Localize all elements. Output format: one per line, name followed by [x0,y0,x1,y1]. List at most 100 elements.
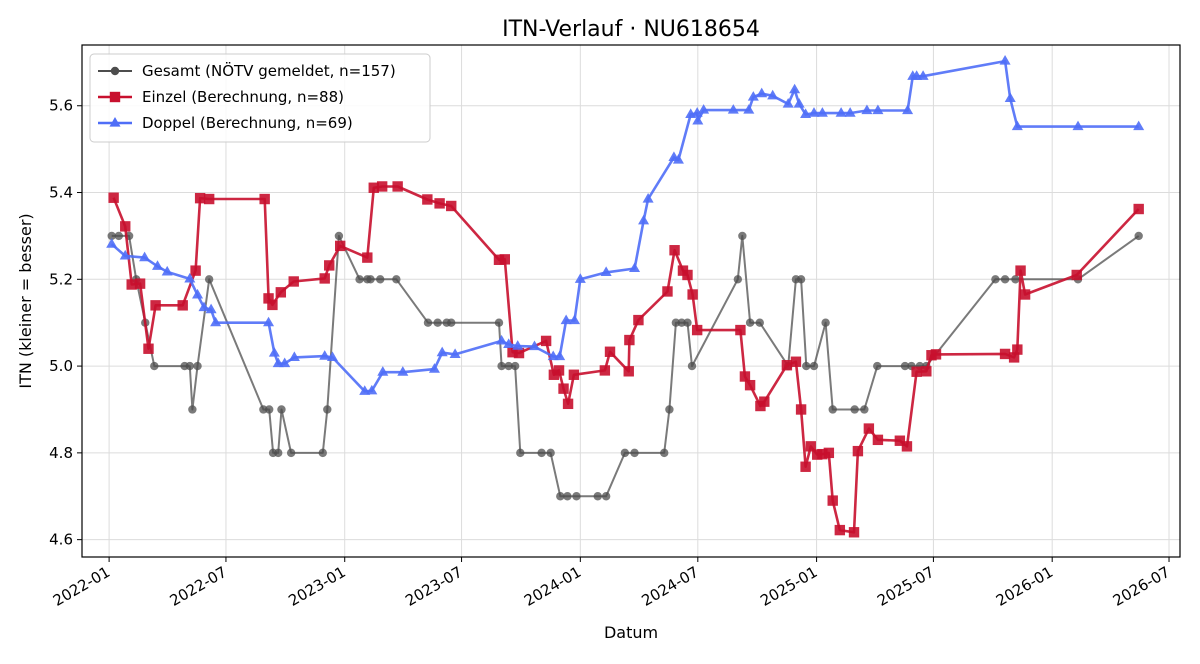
data-point [745,318,755,327]
data-point [275,287,287,298]
data-point [665,405,674,414]
data-point [691,324,703,336]
y-tick-label: 5.2 [49,270,73,288]
data-point [512,340,524,350]
data-point [288,351,300,362]
data-point [319,350,331,360]
y-tick-label: 5.4 [49,184,73,202]
x-tick-label: 2025-01 [757,563,820,610]
data-point [107,231,116,241]
x-axis-label: Datum [604,623,658,642]
chart-title: ITN-Verlauf · NU618654 [502,17,760,42]
data-point [334,231,344,241]
data-point [1000,275,1010,284]
legend-item: Doppel (Berechnung, n=69) [98,114,353,132]
data-point [279,357,291,368]
data-point [743,104,755,114]
data-point [677,318,686,327]
data-point [781,360,793,371]
data-point [662,286,673,297]
data-point [494,318,504,327]
data-point [835,107,847,117]
data-point [823,447,835,459]
data-point [185,361,194,371]
series-1 [108,181,1144,538]
data-point [816,107,828,117]
data-point [782,98,794,108]
data-point [193,361,202,371]
data-point [392,181,403,192]
data-point [821,318,830,327]
data-point [733,275,743,284]
data-point [335,240,346,252]
data-point [921,366,932,377]
data-point [150,300,161,311]
data-point [604,346,616,357]
x-tick-label: 2023-01 [285,563,348,610]
data-point [192,288,204,299]
data-point [568,369,580,380]
data-point [263,316,275,327]
x-axis: 2022-01 2022-07 2023-01 2023-07 2024-01 2024-… [50,557,1173,610]
data-point [574,273,586,283]
legend-item: Einzel (Berechnung, n=88) [98,88,344,106]
data-point [999,348,1011,360]
data-point [190,265,201,276]
data-point [119,249,131,260]
data-point [834,524,846,536]
data-point [503,338,515,348]
data-point [433,318,442,327]
data-point [755,318,764,327]
data-point [863,423,875,434]
data-point [642,193,654,203]
data-point [318,448,327,458]
data-point [901,441,913,452]
data-point [493,254,505,265]
data-point [735,324,746,336]
data-point [991,275,1000,284]
data-point [624,334,635,346]
data-point [362,252,373,263]
data-point [660,448,669,458]
data-point [669,245,680,256]
data-point [368,182,379,193]
data-point [392,275,401,284]
data-point [789,83,801,94]
data-point [1015,265,1026,276]
data-point [496,334,508,345]
series-0 [107,231,1143,501]
data-point [672,153,684,164]
data-point [809,361,819,371]
data-point [633,314,644,326]
data-point [152,260,164,270]
y-axis: 4.6 4.8 5.0 5.2 5.4 5.6 [49,97,82,549]
data-point [507,347,518,358]
data-point [274,448,283,458]
data-point [999,55,1011,65]
data-point [827,495,838,506]
data-point [572,492,581,501]
y-tick-label: 4.8 [49,444,73,462]
data-point [422,194,433,205]
series-line [112,185,1140,534]
data-point [434,198,445,209]
data-point [698,104,710,114]
data-point [397,366,409,376]
data-point [1012,344,1023,355]
data-point [259,405,268,414]
data-point [1008,352,1020,363]
x-tick-label: 2026-01 [993,563,1056,610]
y-tick-label: 5.6 [49,97,73,115]
data-point [510,361,520,371]
data-point [326,351,338,362]
plot-frame [81,44,1181,558]
data-point [194,192,206,204]
data-point [727,104,739,114]
data-point [267,299,278,311]
data-point [671,318,681,327]
data-point [638,214,650,225]
data-point [150,361,159,371]
y-axis-label: ITN (kleiner = besser) [16,213,35,388]
